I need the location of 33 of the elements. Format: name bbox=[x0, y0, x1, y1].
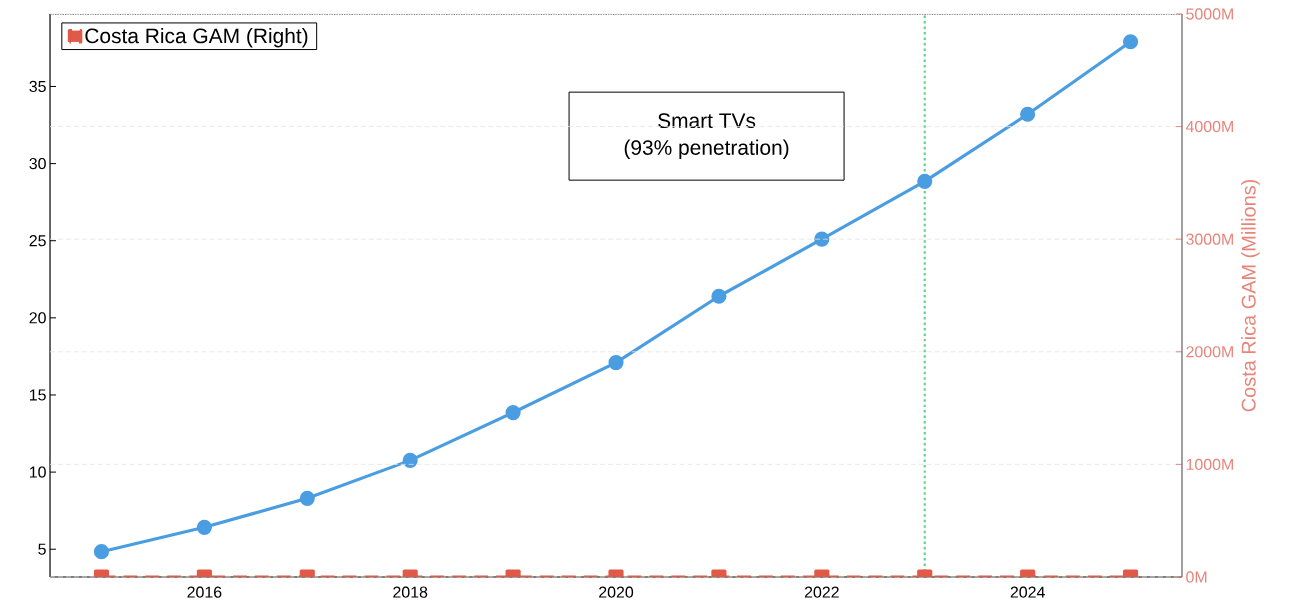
y2-tick-label: 3000M bbox=[1186, 233, 1233, 245]
point bbox=[299, 490, 315, 506]
y-tick-label: 35 bbox=[29, 80, 46, 93]
y-tick-label: 30 bbox=[29, 157, 46, 170]
x-tick-label: 2020 bbox=[599, 586, 634, 598]
x-tick-label: 2018 bbox=[393, 586, 428, 598]
x-tick-label: 2022 bbox=[804, 586, 839, 598]
point bbox=[814, 231, 830, 247]
point bbox=[1020, 106, 1036, 122]
point bbox=[93, 544, 110, 560]
point bbox=[402, 452, 418, 468]
y-tick-label: 10 bbox=[29, 466, 46, 478]
x-tick-label: 2024 bbox=[1010, 586, 1045, 598]
point bbox=[505, 404, 521, 421]
y2-tick-label: 0M bbox=[1186, 571, 1207, 583]
annotation: (93% penetration) bbox=[624, 139, 789, 160]
annotation: Smart TVs bbox=[658, 113, 756, 129]
y-tick-label: 15 bbox=[29, 389, 46, 401]
x-tick-label: 2016 bbox=[187, 586, 222, 598]
y2-tick-label: 1000M bbox=[1186, 458, 1233, 471]
y2-tick-label: 2000M bbox=[1186, 346, 1233, 358]
y-tick-label: 5 bbox=[38, 543, 46, 555]
y-tick-label: 20 bbox=[29, 312, 46, 324]
point bbox=[711, 288, 727, 304]
point bbox=[917, 173, 933, 189]
y2-tick-label: 5000M bbox=[1186, 8, 1233, 20]
legend-label: Costa Rica GAM (Right) bbox=[85, 27, 308, 48]
y2-axis-title: Costa Rica GAM (Millions) bbox=[1241, 179, 1260, 412]
y2-tick-label: 4000M bbox=[1185, 120, 1233, 133]
point bbox=[608, 355, 624, 371]
y-tick-label: 25 bbox=[29, 235, 46, 247]
point bbox=[1122, 34, 1139, 50]
point bbox=[196, 519, 212, 535]
